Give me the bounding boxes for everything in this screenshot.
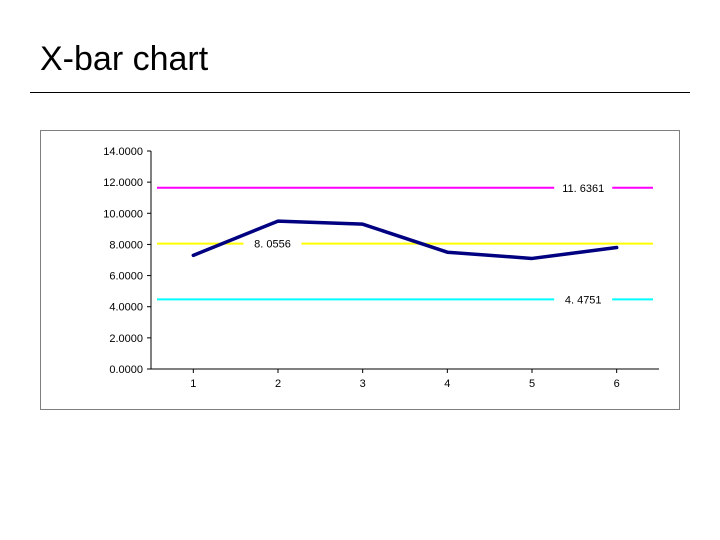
- y-tick-label: 4.0000: [109, 302, 143, 314]
- xbar-chart: 0.0000 2.0000 4.0000 6.0000 8.0000 10.0000 12.…: [41, 131, 681, 411]
- y-tick-label: 14.0000: [103, 146, 143, 158]
- x-tick-label: 3: [360, 378, 366, 390]
- x-tick-label: 4: [444, 378, 450, 390]
- limit-label-LCL: 4. 4751: [565, 294, 602, 306]
- x-tick-label: 1: [190, 378, 196, 390]
- y-tick-label: 10.0000: [103, 208, 143, 220]
- y-tick-label: 12.0000: [103, 177, 143, 189]
- chart-title: X-bar chart: [40, 40, 208, 79]
- x-tick-label: 2: [275, 378, 281, 390]
- title-underline: [30, 92, 690, 93]
- limit-label-UCL: 11. 6361: [562, 183, 604, 195]
- y-tick-label: 6.0000: [109, 271, 143, 283]
- chart-container: 0.0000 2.0000 4.0000 6.0000 8.0000 10.0000 12.…: [40, 130, 680, 410]
- y-tick-label: 8.0000: [109, 239, 143, 251]
- y-tick-label: 2.0000: [109, 333, 143, 345]
- x-tick-label: 6: [614, 378, 620, 390]
- limit-label-Center: 8. 0556: [254, 239, 291, 251]
- x-tick-label: 5: [529, 378, 535, 390]
- y-tick-label: 0.0000: [109, 364, 143, 376]
